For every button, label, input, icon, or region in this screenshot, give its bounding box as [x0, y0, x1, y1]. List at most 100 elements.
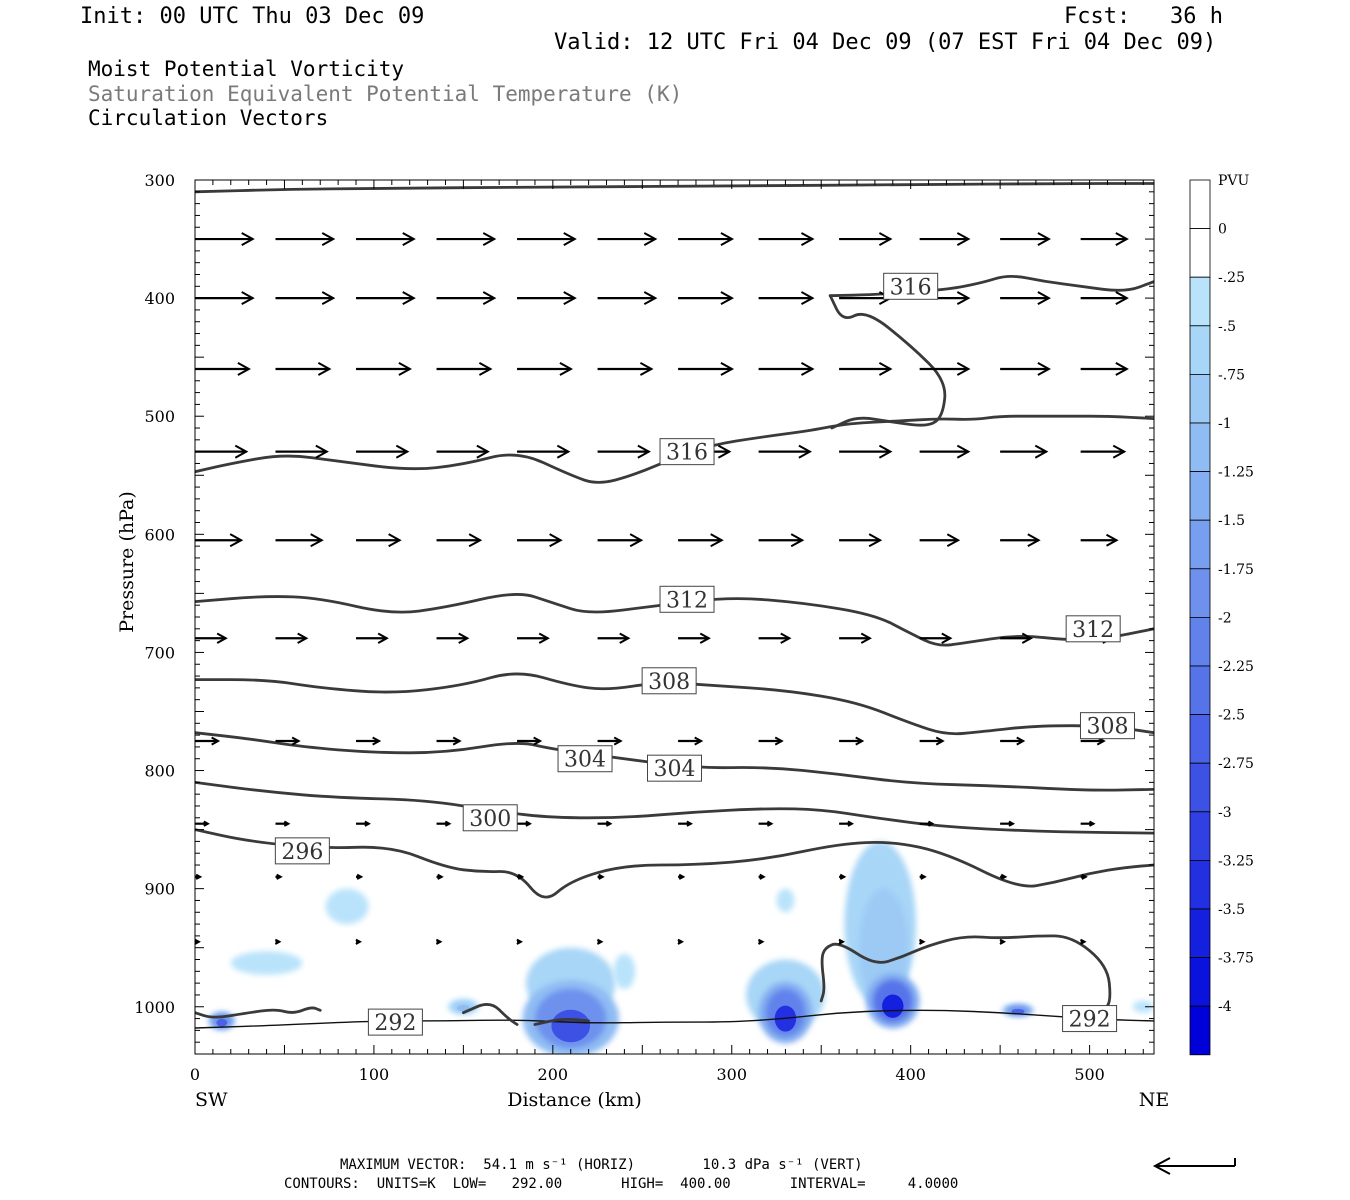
vector-head [195, 873, 203, 880]
vector-head [605, 820, 613, 827]
colorbar-unit: PVU [1218, 173, 1250, 189]
vector-head [798, 444, 812, 459]
vector-head [229, 533, 244, 548]
vector-head [237, 362, 251, 376]
vector-head [838, 938, 846, 945]
vector-head [1115, 362, 1129, 376]
x-end-label-sw: SW [195, 1089, 228, 1111]
vector-head [234, 444, 249, 459]
vector-head [927, 820, 935, 827]
colorbar-swatch [1189, 276, 1211, 327]
colorbar-tick-label: -3.5 [1218, 902, 1245, 918]
x-tick-label: 200 [538, 1065, 569, 1084]
vector-head [315, 444, 329, 459]
vector-head [868, 533, 883, 548]
pv-core-2 [882, 994, 904, 1018]
vector-head [195, 938, 201, 945]
vector-head [839, 873, 847, 880]
vector-head [549, 533, 563, 548]
contour-info-note: CONTOURS: UNITS=K LOW= 292.00 HIGH= 400.… [284, 1176, 959, 1192]
isentrope-2 [828, 294, 947, 430]
vector-head [878, 362, 893, 376]
colorbar-swatch [1189, 714, 1211, 764]
vector-head [482, 291, 497, 306]
vector-head [699, 632, 711, 644]
vector-head [946, 533, 961, 548]
colorbar-swatch [1189, 422, 1211, 472]
pv-shallow-5 [230, 951, 303, 975]
vector-head [757, 938, 765, 945]
vector-head [643, 291, 658, 306]
vector-head [297, 632, 309, 644]
colorbar-swatch [1189, 179, 1211, 229]
vector-head [720, 232, 735, 246]
vector-head [918, 938, 926, 945]
colorbar-tick-label: -.25 [1218, 270, 1245, 286]
y-tick-label: 900 [144, 880, 175, 899]
vector-head [1081, 873, 1088, 880]
vector-head [1037, 362, 1051, 376]
vector-head [766, 820, 774, 827]
y-axis-label: Pressure (hPa) [116, 491, 138, 633]
init-time: Init: 00 UTC Thu 03 Dec 09 [80, 4, 425, 29]
vector-head [720, 291, 735, 306]
vector-head [517, 873, 525, 880]
vector-head [1106, 533, 1119, 547]
vector-head [847, 820, 855, 827]
contour-label-box [647, 754, 702, 782]
vector-head [291, 736, 301, 746]
vector-head [444, 820, 452, 827]
vector-head [1021, 632, 1033, 644]
contour-label: 300 [469, 807, 511, 832]
vector-head [556, 444, 571, 459]
colorbar-tick-label: -1.25 [1218, 465, 1254, 481]
vector-head [1088, 820, 1096, 827]
vector-head [619, 632, 631, 644]
colorbar-tick-label: -2.75 [1218, 756, 1254, 772]
vector-head [941, 632, 953, 644]
contour-label: 312 [1072, 618, 1114, 643]
colorbar-tick-label: -3.75 [1218, 951, 1254, 967]
vector-head [241, 232, 255, 246]
vector-head [694, 736, 704, 746]
y-tick-label: 500 [144, 407, 175, 426]
vector-head [321, 232, 336, 246]
pv-core-3 [216, 1018, 228, 1027]
vector-head [643, 232, 658, 246]
contour-label: 304 [654, 757, 696, 782]
colorbar-swatch [1189, 665, 1211, 715]
vector-head [774, 736, 784, 746]
isentrope-3 [828, 275, 1154, 298]
vector-head [878, 232, 893, 246]
vector-head [1080, 938, 1087, 945]
colorbar-swatch [1189, 811, 1211, 861]
title-circulation: Circulation Vectors [88, 106, 329, 130]
vector-head [211, 736, 221, 746]
contour-label-box [883, 272, 939, 300]
pv-shallow-6 [613, 953, 636, 990]
pv-shallow-7 [776, 888, 795, 913]
isentrope-8 [195, 828, 1154, 899]
x-tick-label: 100 [359, 1065, 390, 1084]
vector-head [563, 232, 577, 246]
vector-head [878, 444, 893, 459]
vector-head [276, 873, 283, 880]
vector-head [377, 632, 389, 644]
valid-time: Valid: 12 UTC Fri 04 Dec 09 (07 EST Fri … [554, 30, 1217, 55]
vector-head [790, 533, 805, 548]
vector-head [395, 444, 410, 459]
vector-head [452, 736, 462, 746]
vector-head [800, 362, 815, 376]
vector-head [283, 820, 291, 827]
y-tick-label: 400 [144, 289, 175, 308]
contour-label: 308 [648, 670, 690, 695]
colorbar-swatch [1189, 762, 1211, 813]
x-tick-label: 300 [716, 1065, 747, 1084]
contour-label-box [1079, 712, 1135, 740]
colorbar-swatch [1189, 617, 1211, 667]
contour-label-box [659, 585, 715, 613]
y-tick-label: 800 [144, 762, 175, 781]
vector-head [321, 291, 336, 306]
y-tick-label: 700 [144, 643, 175, 662]
